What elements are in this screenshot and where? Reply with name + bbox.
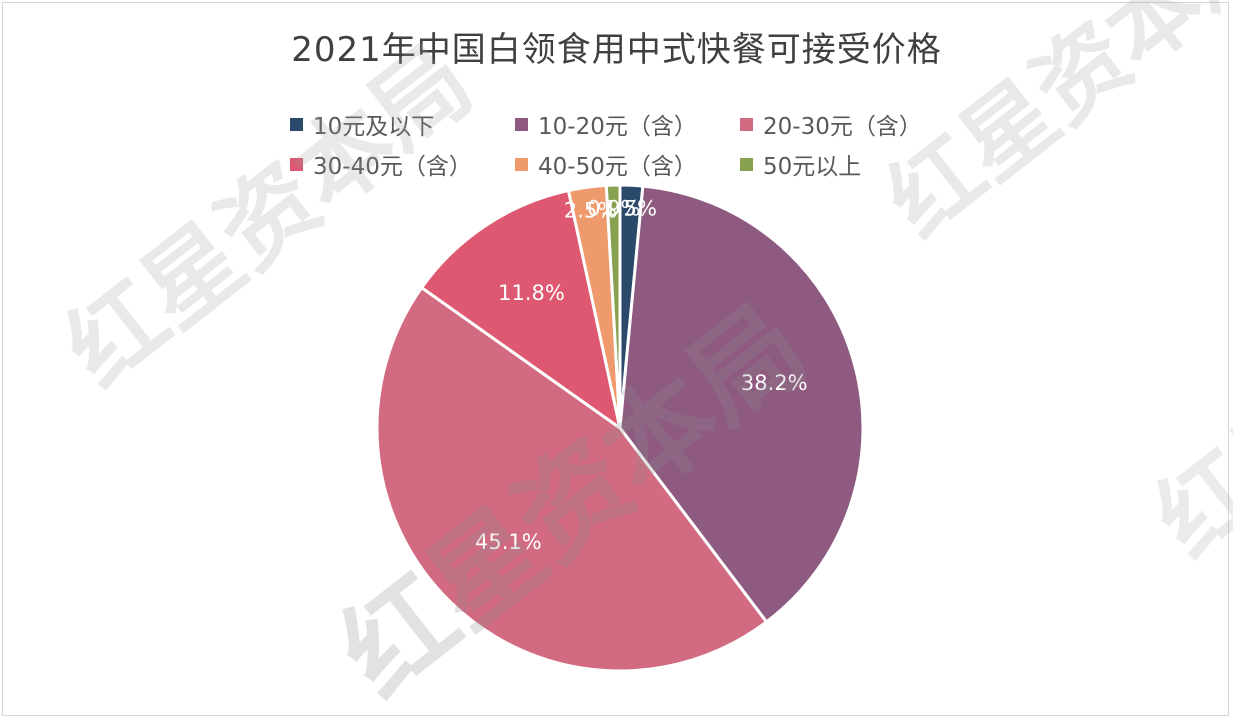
legend-label: 50元以上	[763, 154, 862, 180]
legend-row-2: 30-40元（含） 40-50元（含） 50元以上	[290, 144, 990, 184]
legend-swatch	[290, 157, 303, 171]
pie-label-3: 11.8%	[498, 281, 565, 305]
watermark: 红星资本局	[1135, 194, 1233, 579]
pie-slice-5	[604, 183, 622, 430]
pie-slices	[375, 183, 865, 673]
pie-slice-1	[618, 184, 865, 624]
legend-swatch	[740, 157, 753, 171]
pie-label-2: 45.1%	[475, 530, 542, 554]
legend-item-20-30: 20-30元（含）	[740, 107, 965, 141]
legend-item-10-below: 10元及以下	[290, 107, 515, 141]
pie-slice-3	[420, 189, 622, 430]
legend-label: 30-40元（含）	[313, 154, 472, 180]
legend-swatch	[515, 117, 528, 131]
legend-swatch	[740, 117, 753, 131]
legend-label: 40-50元（含）	[538, 154, 697, 180]
watermark: 红星资本局	[45, 24, 493, 409]
legend: 10元及以下 10-20元（含） 20-30元（含） 30-40元（含） 40-…	[290, 104, 990, 184]
legend-item-50-above: 50元以上	[740, 147, 965, 181]
legend-label: 10-20元（含）	[538, 114, 697, 140]
watermark: 红星资本局	[317, 280, 830, 720]
pie-slice-2	[375, 286, 769, 673]
pie-label-0: 1.5%	[604, 197, 657, 221]
legend-row-1: 10元及以下 10-20元（含） 20-30元（含）	[290, 104, 990, 144]
legend-label: 10元及以下	[313, 114, 435, 140]
legend-swatch	[290, 117, 303, 131]
pie-label-5: 0.9%	[587, 196, 640, 220]
legend-label: 20-30元（含）	[763, 114, 922, 140]
legend-item-40-50: 40-50元（含）	[515, 147, 740, 181]
pie-label-4: 2.5%	[564, 198, 617, 222]
legend-item-30-40: 30-40元（含）	[290, 147, 515, 181]
pie-label-1: 38.2%	[741, 371, 808, 395]
legend-swatch	[515, 157, 528, 171]
chart-title: 2021年中国白领食用中式快餐可接受价格	[291, 30, 942, 70]
legend-item-10-20: 10-20元（含）	[515, 107, 740, 141]
pie-data-labels: 1.5% 38.2% 45.1% 11.8% 2.5%0.9%	[475, 196, 808, 554]
watermark: 红星资本局	[867, 0, 1233, 257]
